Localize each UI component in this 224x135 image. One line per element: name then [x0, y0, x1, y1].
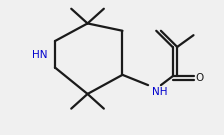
Text: NH: NH: [152, 87, 167, 97]
Text: HN: HN: [32, 50, 47, 60]
Text: O: O: [196, 73, 204, 83]
